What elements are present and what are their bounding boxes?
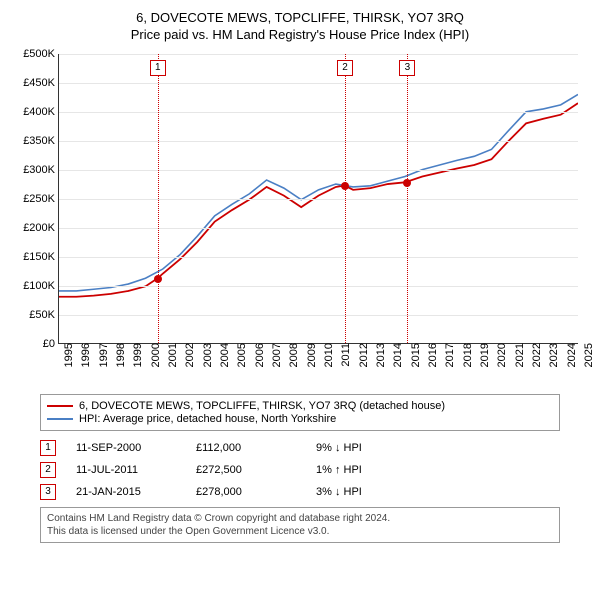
series-hpi xyxy=(59,94,578,291)
transaction-row: 3 21-JAN-2015 £278,000 3% ↓ HPI xyxy=(40,481,560,503)
y-axis-label: £450K xyxy=(23,77,59,89)
x-axis-label: 1999 xyxy=(128,343,144,367)
x-axis-label: 2019 xyxy=(475,343,491,367)
x-axis-label: 2022 xyxy=(527,343,543,367)
legend-row: 6, DOVECOTE MEWS, TOPCLIFFE, THIRSK, YO7… xyxy=(47,400,553,412)
x-axis-label: 2011 xyxy=(336,343,352,367)
event-badge: 1 xyxy=(150,60,166,76)
x-axis-label: 2020 xyxy=(492,343,508,367)
transaction-hpi: 1% ↑ HPI xyxy=(316,464,362,476)
title-subtitle: Price paid vs. HM Land Registry's House … xyxy=(10,27,590,42)
y-axis-label: £100K xyxy=(23,280,59,292)
x-axis-label: 2015 xyxy=(406,343,422,367)
x-axis-label: 2012 xyxy=(354,343,370,367)
x-axis-label: 2023 xyxy=(544,343,560,367)
legend-box: 6, DOVECOTE MEWS, TOPCLIFFE, THIRSK, YO7… xyxy=(40,394,560,431)
legend-swatch xyxy=(47,418,73,420)
y-axis-label: £0 xyxy=(43,338,59,350)
title-address: 6, DOVECOTE MEWS, TOPCLIFFE, THIRSK, YO7… xyxy=(10,10,590,25)
x-axis-label: 2021 xyxy=(510,343,526,367)
y-axis-label: £300K xyxy=(23,164,59,176)
x-axis-label: 2024 xyxy=(562,343,578,367)
x-axis-label: 2009 xyxy=(302,343,318,367)
x-axis-label: 2006 xyxy=(250,343,266,367)
transaction-hpi: 9% ↓ HPI xyxy=(316,442,362,454)
gridline xyxy=(59,315,578,316)
event-badge: 2 xyxy=(337,60,353,76)
gridline xyxy=(59,257,578,258)
transactions-table: 1 11-SEP-2000 £112,000 9% ↓ HPI 2 11-JUL-2011… xyxy=(40,437,560,503)
transaction-row: 2 11-JUL-2011 £272,500 1% ↑ HPI xyxy=(40,459,560,481)
transaction-price: £272,500 xyxy=(196,464,296,476)
gridline xyxy=(59,286,578,287)
footer-line1: Contains HM Land Registry data © Crown c… xyxy=(47,512,553,525)
x-axis-label: 2018 xyxy=(458,343,474,367)
y-axis-label: £250K xyxy=(23,193,59,205)
x-axis-label: 1997 xyxy=(94,343,110,367)
transaction-row: 1 11-SEP-2000 £112,000 9% ↓ HPI xyxy=(40,437,560,459)
transaction-date: 11-SEP-2000 xyxy=(76,442,176,454)
event-vline xyxy=(407,54,408,343)
x-axis-label: 1996 xyxy=(76,343,92,367)
gridline xyxy=(59,54,578,55)
gridline xyxy=(59,228,578,229)
gridline xyxy=(59,170,578,171)
titles-block: 6, DOVECOTE MEWS, TOPCLIFFE, THIRSK, YO7… xyxy=(10,10,590,42)
x-axis-label: 2004 xyxy=(215,343,231,367)
gridline xyxy=(59,112,578,113)
x-axis-label: 2008 xyxy=(284,343,300,367)
x-axis-label: 2002 xyxy=(180,343,196,367)
footer-attribution: Contains HM Land Registry data © Crown c… xyxy=(40,507,560,543)
x-axis-label: 2003 xyxy=(198,343,214,367)
x-axis-label: 2001 xyxy=(163,343,179,367)
y-axis-label: £200K xyxy=(23,222,59,234)
transaction-badge: 2 xyxy=(40,462,56,478)
x-axis-label: 1998 xyxy=(111,343,127,367)
transaction-badge: 1 xyxy=(40,440,56,456)
x-axis-label: 2005 xyxy=(232,343,248,367)
x-axis-label: 2017 xyxy=(440,343,456,367)
gridline xyxy=(59,199,578,200)
x-axis-label: 2016 xyxy=(423,343,439,367)
transaction-date: 21-JAN-2015 xyxy=(76,486,176,498)
x-axis-label: 1995 xyxy=(59,343,75,367)
x-axis-label: 2014 xyxy=(388,343,404,367)
y-axis-label: £350K xyxy=(23,135,59,147)
legend-swatch xyxy=(47,405,73,407)
gridline xyxy=(59,83,578,84)
transaction-marker xyxy=(403,179,411,187)
y-axis-label: £400K xyxy=(23,106,59,118)
event-vline xyxy=(345,54,346,343)
legend-label: 6, DOVECOTE MEWS, TOPCLIFFE, THIRSK, YO7… xyxy=(79,400,445,412)
transaction-marker xyxy=(341,182,349,190)
chart-container: 6, DOVECOTE MEWS, TOPCLIFFE, THIRSK, YO7… xyxy=(0,0,600,590)
transaction-marker xyxy=(154,275,162,283)
x-axis-label: 2025 xyxy=(579,343,595,367)
transaction-price: £278,000 xyxy=(196,486,296,498)
chart-wrap: £0 £50K £100K £150K £200K £250K £300K £350K £400… xyxy=(10,48,590,388)
y-axis-label: £500K xyxy=(23,48,59,60)
x-axis-label: 2013 xyxy=(371,343,387,367)
legend-row: HPI: Average price, detached house, Nort… xyxy=(47,413,553,425)
transaction-price: £112,000 xyxy=(196,442,296,454)
x-axis-label: 2007 xyxy=(267,343,283,367)
event-badge: 3 xyxy=(399,60,415,76)
transaction-badge: 3 xyxy=(40,484,56,500)
x-axis-label: 2010 xyxy=(319,343,335,367)
footer-line2: This data is licensed under the Open Gov… xyxy=(47,525,553,538)
y-axis-label: £150K xyxy=(23,251,59,263)
legend-label: HPI: Average price, detached house, Nort… xyxy=(79,413,336,425)
x-axis-label: 2000 xyxy=(146,343,162,367)
event-vline xyxy=(158,54,159,343)
transaction-hpi: 3% ↓ HPI xyxy=(316,486,362,498)
gridline xyxy=(59,141,578,142)
transaction-date: 11-JUL-2011 xyxy=(76,464,176,476)
plot-area: £0£50K£100K£150K£200K£250K£300K£350K£400… xyxy=(58,54,578,344)
y-axis-label: £50K xyxy=(29,309,59,321)
